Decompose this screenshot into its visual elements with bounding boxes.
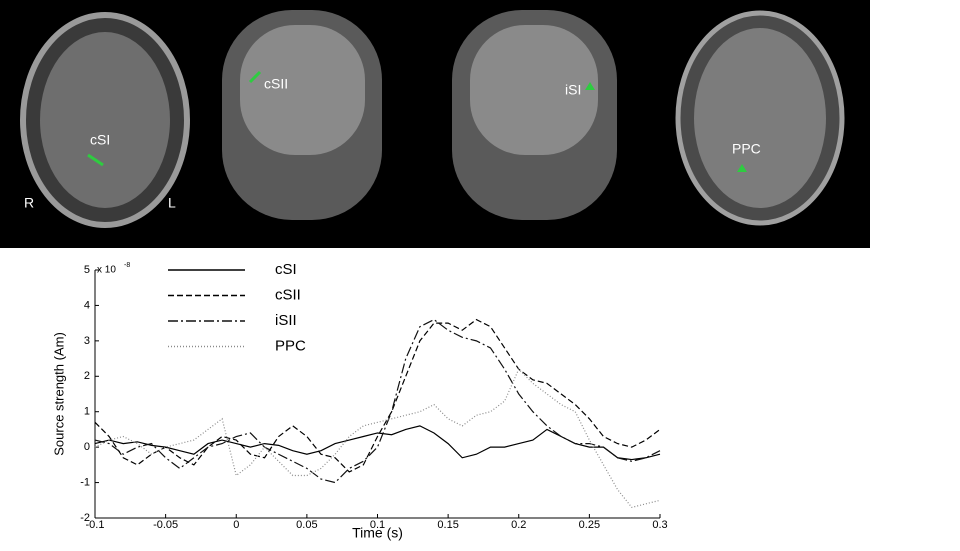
image-label: cSII bbox=[264, 76, 288, 92]
series-line bbox=[94, 318, 661, 484]
x-tick-label: 0.05 bbox=[296, 519, 317, 531]
legend-label: cSII bbox=[275, 286, 301, 303]
legend-label: cSI bbox=[275, 261, 297, 278]
y-tick-label: 2 bbox=[84, 370, 90, 382]
series-line bbox=[94, 368, 661, 509]
brain-tissue bbox=[470, 25, 598, 155]
y-tick-label: 0 bbox=[84, 441, 90, 453]
y-tick-label: -2 bbox=[80, 512, 90, 524]
series-line bbox=[94, 318, 661, 473]
y-axis-label: Source strength (Am) bbox=[51, 332, 66, 456]
y-tick-label: 3 bbox=[84, 335, 90, 347]
series-line bbox=[94, 425, 661, 461]
brain-tissue bbox=[694, 28, 826, 208]
x-tick-label: -0.1 bbox=[86, 519, 105, 531]
source-marker bbox=[585, 82, 595, 90]
x-tick-label: 0.15 bbox=[437, 519, 458, 531]
image-label: PPC bbox=[732, 141, 761, 157]
source-marker bbox=[248, 70, 262, 84]
image-label: L bbox=[168, 195, 176, 211]
source-marker bbox=[87, 153, 104, 167]
x-tick-label: 0.3 bbox=[652, 519, 667, 531]
x-tick-label: 0.25 bbox=[579, 519, 600, 531]
y-tick-label: -1 bbox=[80, 476, 90, 488]
y-multiplier-exponent: -8 bbox=[124, 262, 130, 269]
image-label: cSI bbox=[90, 132, 110, 148]
image-label: iSI bbox=[565, 82, 581, 98]
y-multiplier: x 10 bbox=[97, 265, 116, 276]
source-marker bbox=[737, 164, 747, 172]
image-labels: cSI cSII iSI PPC R L bbox=[24, 76, 761, 211]
image-label: R bbox=[24, 195, 34, 211]
x-tick-label: -0.05 bbox=[153, 519, 178, 531]
legend-label: iSII bbox=[275, 312, 297, 329]
legend-label: PPC bbox=[275, 337, 306, 354]
x-tick-label: 0.1 bbox=[370, 519, 385, 531]
y-tick-label: 1 bbox=[84, 406, 90, 418]
x-tick-label: 0 bbox=[233, 519, 239, 531]
x-axis-label: Time (s) bbox=[352, 525, 403, 541]
brain-tissue bbox=[240, 25, 365, 155]
brain-tissue bbox=[40, 32, 170, 208]
y-tick-label: 5 bbox=[84, 264, 90, 276]
x-tick-label: 0.2 bbox=[511, 519, 526, 531]
y-tick-label: 4 bbox=[84, 299, 90, 311]
